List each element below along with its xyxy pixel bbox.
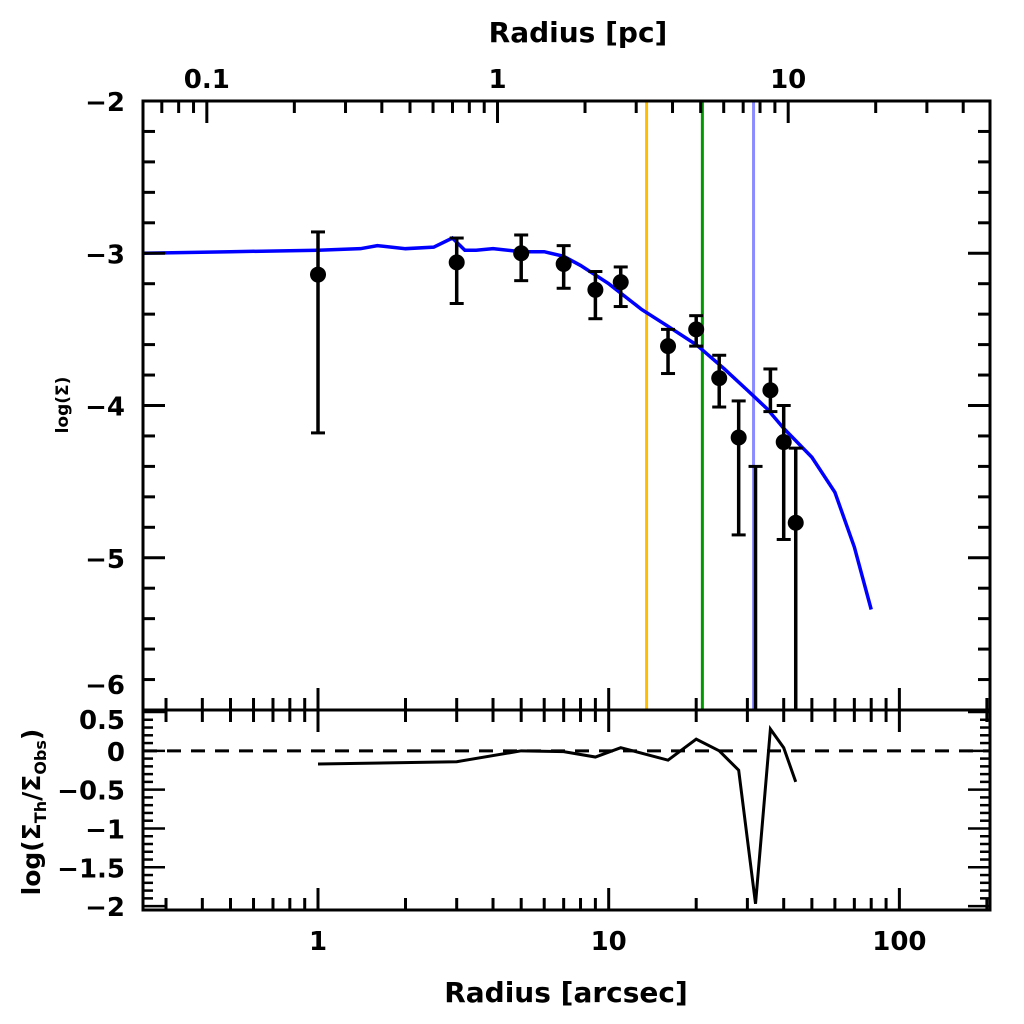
residual-panel <box>143 724 990 904</box>
data-point <box>787 514 804 531</box>
residual-plot-frame <box>141 708 992 912</box>
data-point <box>711 370 728 387</box>
x-tick-label: 10 <box>591 927 627 957</box>
main-plot-frame <box>141 99 992 712</box>
data-point <box>587 281 604 298</box>
residual-y-tick-label: −1.5 <box>57 854 125 884</box>
axes: 1 10 100 0.1 1 10 −2 −3 −4 −5 −6 0.50 −0.5 −1 −1.5 −2 <box>57 65 990 957</box>
data-point <box>660 338 677 355</box>
main-y-tick-label: −4 <box>85 393 125 423</box>
data-point <box>555 255 572 272</box>
top-x-tick-label: 0.1 <box>184 65 230 95</box>
main-panel <box>142 101 873 710</box>
main-y-tick-label: −3 <box>85 240 125 270</box>
main-y-tick-label: −2 <box>85 88 125 118</box>
residual-y-axis-title: log(ΣTh/ΣObs) <box>17 729 50 896</box>
residual-y-tick-label: 0.5 <box>79 706 125 736</box>
residual-y-tick-label: −1 <box>85 815 125 845</box>
top-x-tick-label: 1 <box>488 65 506 95</box>
residual-curve <box>317 724 798 904</box>
main-y-axis-title: log(Σ) <box>53 377 73 434</box>
data-point <box>310 266 327 283</box>
data-point <box>775 434 792 451</box>
main-y-tick-label: −5 <box>85 545 125 575</box>
top-x-tick-label: 10 <box>770 65 806 95</box>
data-point <box>612 274 629 291</box>
data-point <box>513 245 530 262</box>
data-point <box>688 321 705 338</box>
data-point <box>730 429 747 446</box>
model-curve <box>142 235 873 610</box>
top-axis-title: Radius [pc] <box>489 16 668 49</box>
x-tick-label: 100 <box>872 927 926 957</box>
residual-y-tick-label: 0 <box>107 738 125 768</box>
data-point <box>762 382 779 399</box>
bottom-axis-title: Radius [arcsec] <box>444 976 688 1009</box>
data-point <box>448 254 465 271</box>
main-y-tick-label: −6 <box>85 671 125 701</box>
residual-y-tick-label: −0.5 <box>57 777 125 807</box>
x-tick-label: 1 <box>309 927 327 957</box>
residual-y-tick-label: −2 <box>85 893 125 923</box>
